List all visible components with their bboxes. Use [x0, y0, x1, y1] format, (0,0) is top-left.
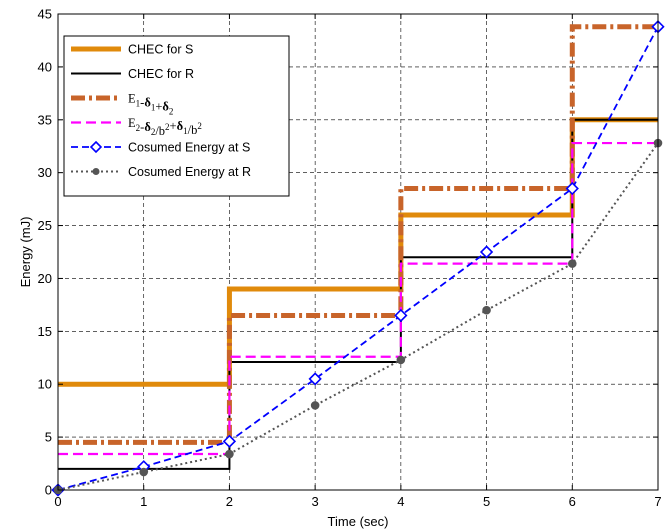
legend-marker	[92, 168, 100, 175]
y-tick-label: 45	[38, 7, 52, 22]
series-6-point	[396, 355, 406, 365]
x-tick-label: 6	[569, 494, 576, 509]
legend-label-4: E2-δ2/b2+δ1/b2	[128, 116, 202, 138]
y-tick-label: 25	[38, 218, 52, 233]
legend-label-1: CHEC for S	[128, 43, 193, 57]
x-tick-label: 2	[226, 494, 233, 509]
y-tick-label: 10	[38, 377, 52, 392]
legend-box	[63, 35, 290, 197]
series-6-point	[225, 449, 234, 459]
series-5-point	[565, 181, 579, 196]
legend-marker	[89, 140, 103, 154]
series-5-point	[222, 434, 237, 448]
y-tick-label: 5	[45, 430, 52, 445]
series-layer	[51, 20, 665, 497]
legend-label-5: Cosumed Energy at S	[128, 141, 250, 155]
x-tick-label: 4	[397, 494, 404, 509]
y-tick-label: 35	[38, 112, 52, 127]
x-tick-label: 5	[483, 494, 490, 509]
x-tick-label: 3	[312, 494, 319, 509]
y-tick-label: 40	[38, 59, 52, 74]
y-tick-label: 20	[38, 271, 52, 286]
series-5-point	[479, 245, 494, 259]
series-6-point	[482, 305, 491, 315]
series-line-5	[57, 26, 659, 491]
series-6-point	[139, 467, 149, 477]
legend-label-3: E1-δ1+δ2	[128, 92, 173, 117]
x-tick-label: 1	[140, 494, 147, 509]
x-tick-label: 0	[54, 494, 61, 509]
y-axis-label: Energy (mJ)	[18, 217, 33, 288]
plot-frame	[57, 13, 659, 491]
series-5-point	[308, 372, 322, 386]
y-tick-label: 15	[38, 324, 52, 339]
x-axis-label: Time (sec)	[328, 514, 389, 529]
legend: CHEC for S CHEC for R E1-δ1+δ2E2-δ2/b2+δ1/…	[63, 35, 290, 197]
series-5-point	[394, 308, 408, 323]
series-line-6	[57, 142, 659, 491]
y-tick-label: 0	[45, 483, 52, 498]
y-tick-label: 30	[38, 165, 52, 180]
series-6-point	[567, 259, 577, 268]
x-tick-label: 7	[654, 494, 661, 509]
series-line-3	[58, 24, 658, 445]
series-6-point	[310, 401, 320, 410]
legend-label-6: Cosumed Energy at R	[128, 165, 251, 179]
legend-label-2: CHEC for R	[128, 67, 194, 81]
